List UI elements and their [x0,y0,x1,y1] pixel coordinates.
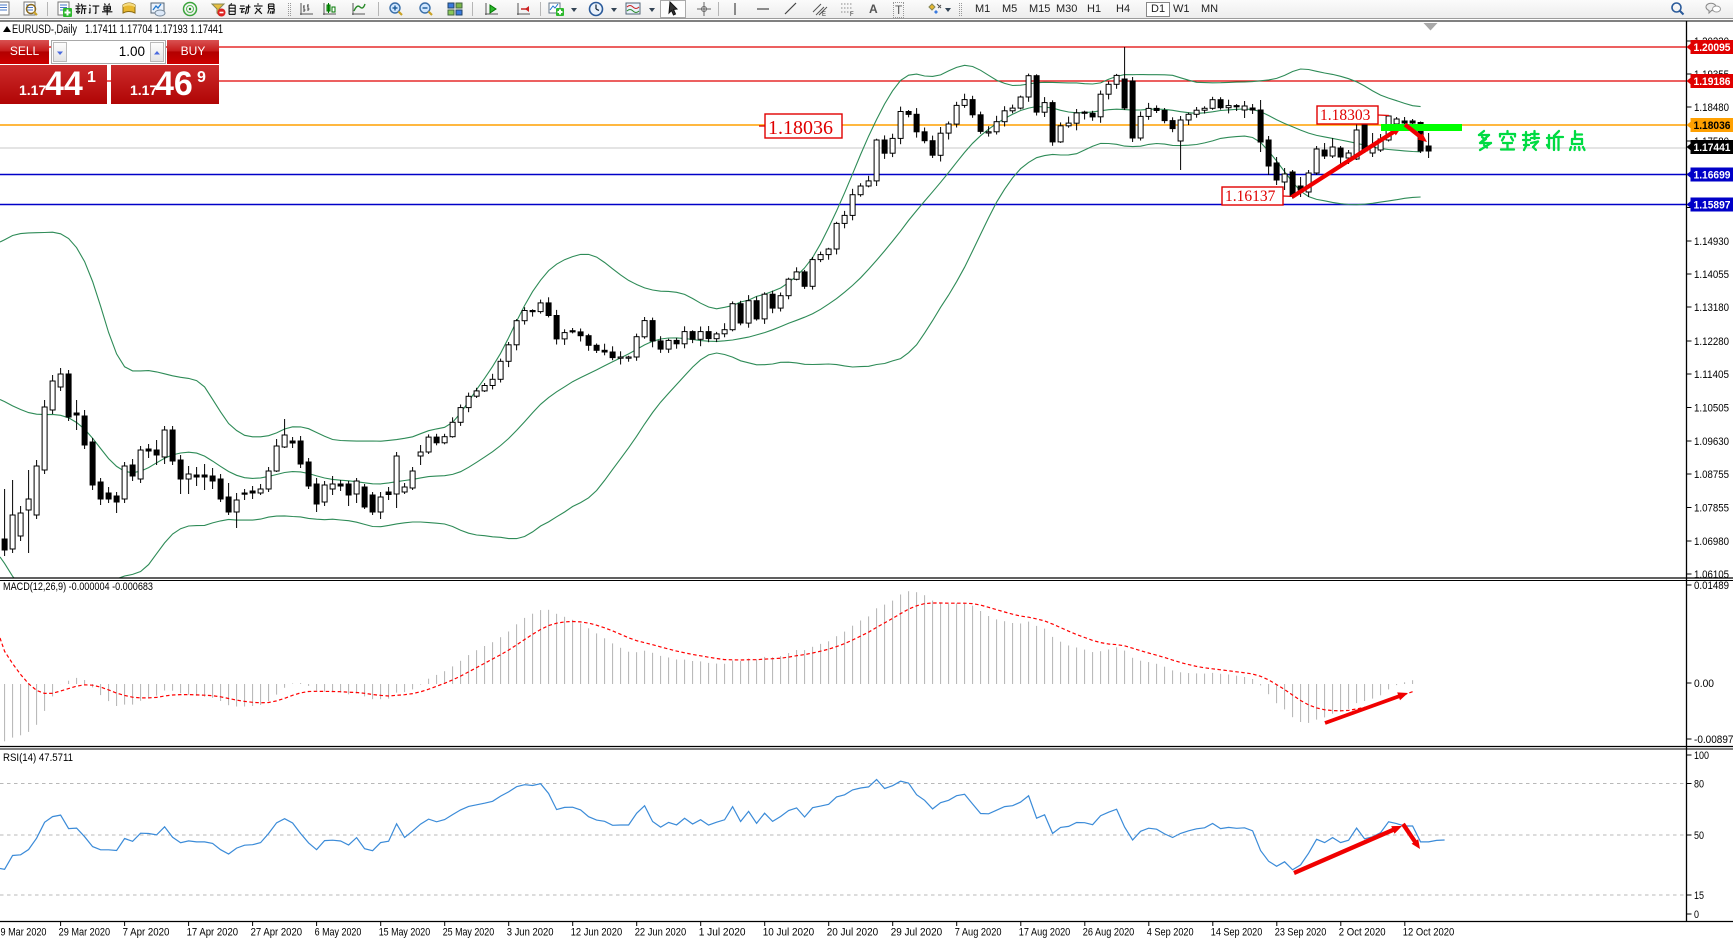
svg-text:100: 100 [1694,750,1709,762]
svg-text:0.01489: 0.01489 [1694,580,1729,592]
svg-text:1.15897: 1.15897 [1694,200,1731,212]
svg-text:1.13180: 1.13180 [1694,302,1729,314]
svg-text:15: 15 [1694,890,1704,902]
svg-text:80: 80 [1694,779,1704,791]
svg-text:1.20095: 1.20095 [1694,42,1731,54]
svg-text:12 Jun 2020: 12 Jun 2020 [571,927,622,939]
svg-text:1.08755: 1.08755 [1694,469,1729,481]
svg-text:15 May 2020: 15 May 2020 [379,927,430,939]
svg-text:1.09630: 1.09630 [1694,436,1729,448]
svg-text:1.12280: 1.12280 [1694,336,1729,348]
svg-text:1.18480: 1.18480 [1694,102,1729,114]
svg-text:1.11405: 1.11405 [1694,369,1729,381]
svg-text:1.18036: 1.18036 [1694,120,1731,132]
svg-text:10 Jul 2020: 10 Jul 2020 [763,927,814,939]
svg-text:6 May 2020: 6 May 2020 [315,927,362,939]
svg-text:22 Jun 2020: 22 Jun 2020 [635,927,686,939]
svg-text:26 Aug 2020: 26 Aug 2020 [1083,927,1134,939]
svg-text:1.14055: 1.14055 [1694,269,1729,281]
svg-text:E: E [822,12,826,17]
svg-text:-0.008977: -0.008977 [1694,734,1733,746]
svg-text:RSI(14) 47.5711: RSI(14) 47.5711 [3,752,73,764]
svg-text:29 Jul 2020: 29 Jul 2020 [891,927,942,939]
svg-text:1.16699: 1.16699 [1694,170,1731,182]
svg-text:27 Apr 2020: 27 Apr 2020 [251,927,302,939]
svg-text:17 Aug 2020: 17 Aug 2020 [1019,927,1070,939]
svg-text:1.06105: 1.06105 [1694,569,1729,581]
svg-text:F: F [850,12,854,17]
svg-text:MACD(12,26,9) -0.000004 -0.000: MACD(12,26,9) -0.000004 -0.000683 [3,581,153,593]
svg-text:1 Jul 2020: 1 Jul 2020 [699,927,746,939]
svg-text:3 Jun 2020: 3 Jun 2020 [507,927,554,939]
svg-text:9 Mar 2020: 9 Mar 2020 [1,927,47,939]
svg-text:1.17441: 1.17441 [1694,142,1731,154]
svg-text:12 Oct 2020: 12 Oct 2020 [1403,927,1454,939]
svg-text:1.16137: 1.16137 [1225,188,1276,205]
svg-text:1.17411 1.17704 1.17193 1.1744: 1.17411 1.17704 1.17193 1.17441 [85,24,223,36]
svg-text:1.10505: 1.10505 [1694,403,1729,415]
svg-text:1.06980: 1.06980 [1694,536,1729,548]
svg-text:0: 0 [1694,909,1699,921]
svg-text:25 May 2020: 25 May 2020 [443,927,494,939]
svg-text:29 Mar 2020: 29 Mar 2020 [59,927,110,939]
svg-text:0.00: 0.00 [1694,678,1714,690]
svg-text:2 Oct 2020: 2 Oct 2020 [1339,927,1386,939]
svg-text:20 Jul 2020: 20 Jul 2020 [827,927,878,939]
svg-text:7 Aug 2020: 7 Aug 2020 [955,927,1002,939]
svg-text:14 Sep 2020: 14 Sep 2020 [1211,927,1262,939]
svg-text:7 Apr 2020: 7 Apr 2020 [123,927,170,939]
svg-text:1.18303: 1.18303 [1320,107,1371,124]
svg-text:1.07855: 1.07855 [1694,503,1729,515]
svg-text:1.18036: 1.18036 [768,117,833,139]
svg-text:17 Apr 2020: 17 Apr 2020 [187,927,238,939]
svg-text:1.19186: 1.19186 [1694,76,1731,88]
svg-text:23 Sep 2020: 23 Sep 2020 [1275,927,1326,939]
svg-text:50: 50 [1694,830,1704,842]
svg-text:EURUSD-,Daily: EURUSD-,Daily [12,24,77,36]
svg-text:4 Sep 2020: 4 Sep 2020 [1147,927,1194,939]
svg-text:1.14930: 1.14930 [1694,236,1729,248]
